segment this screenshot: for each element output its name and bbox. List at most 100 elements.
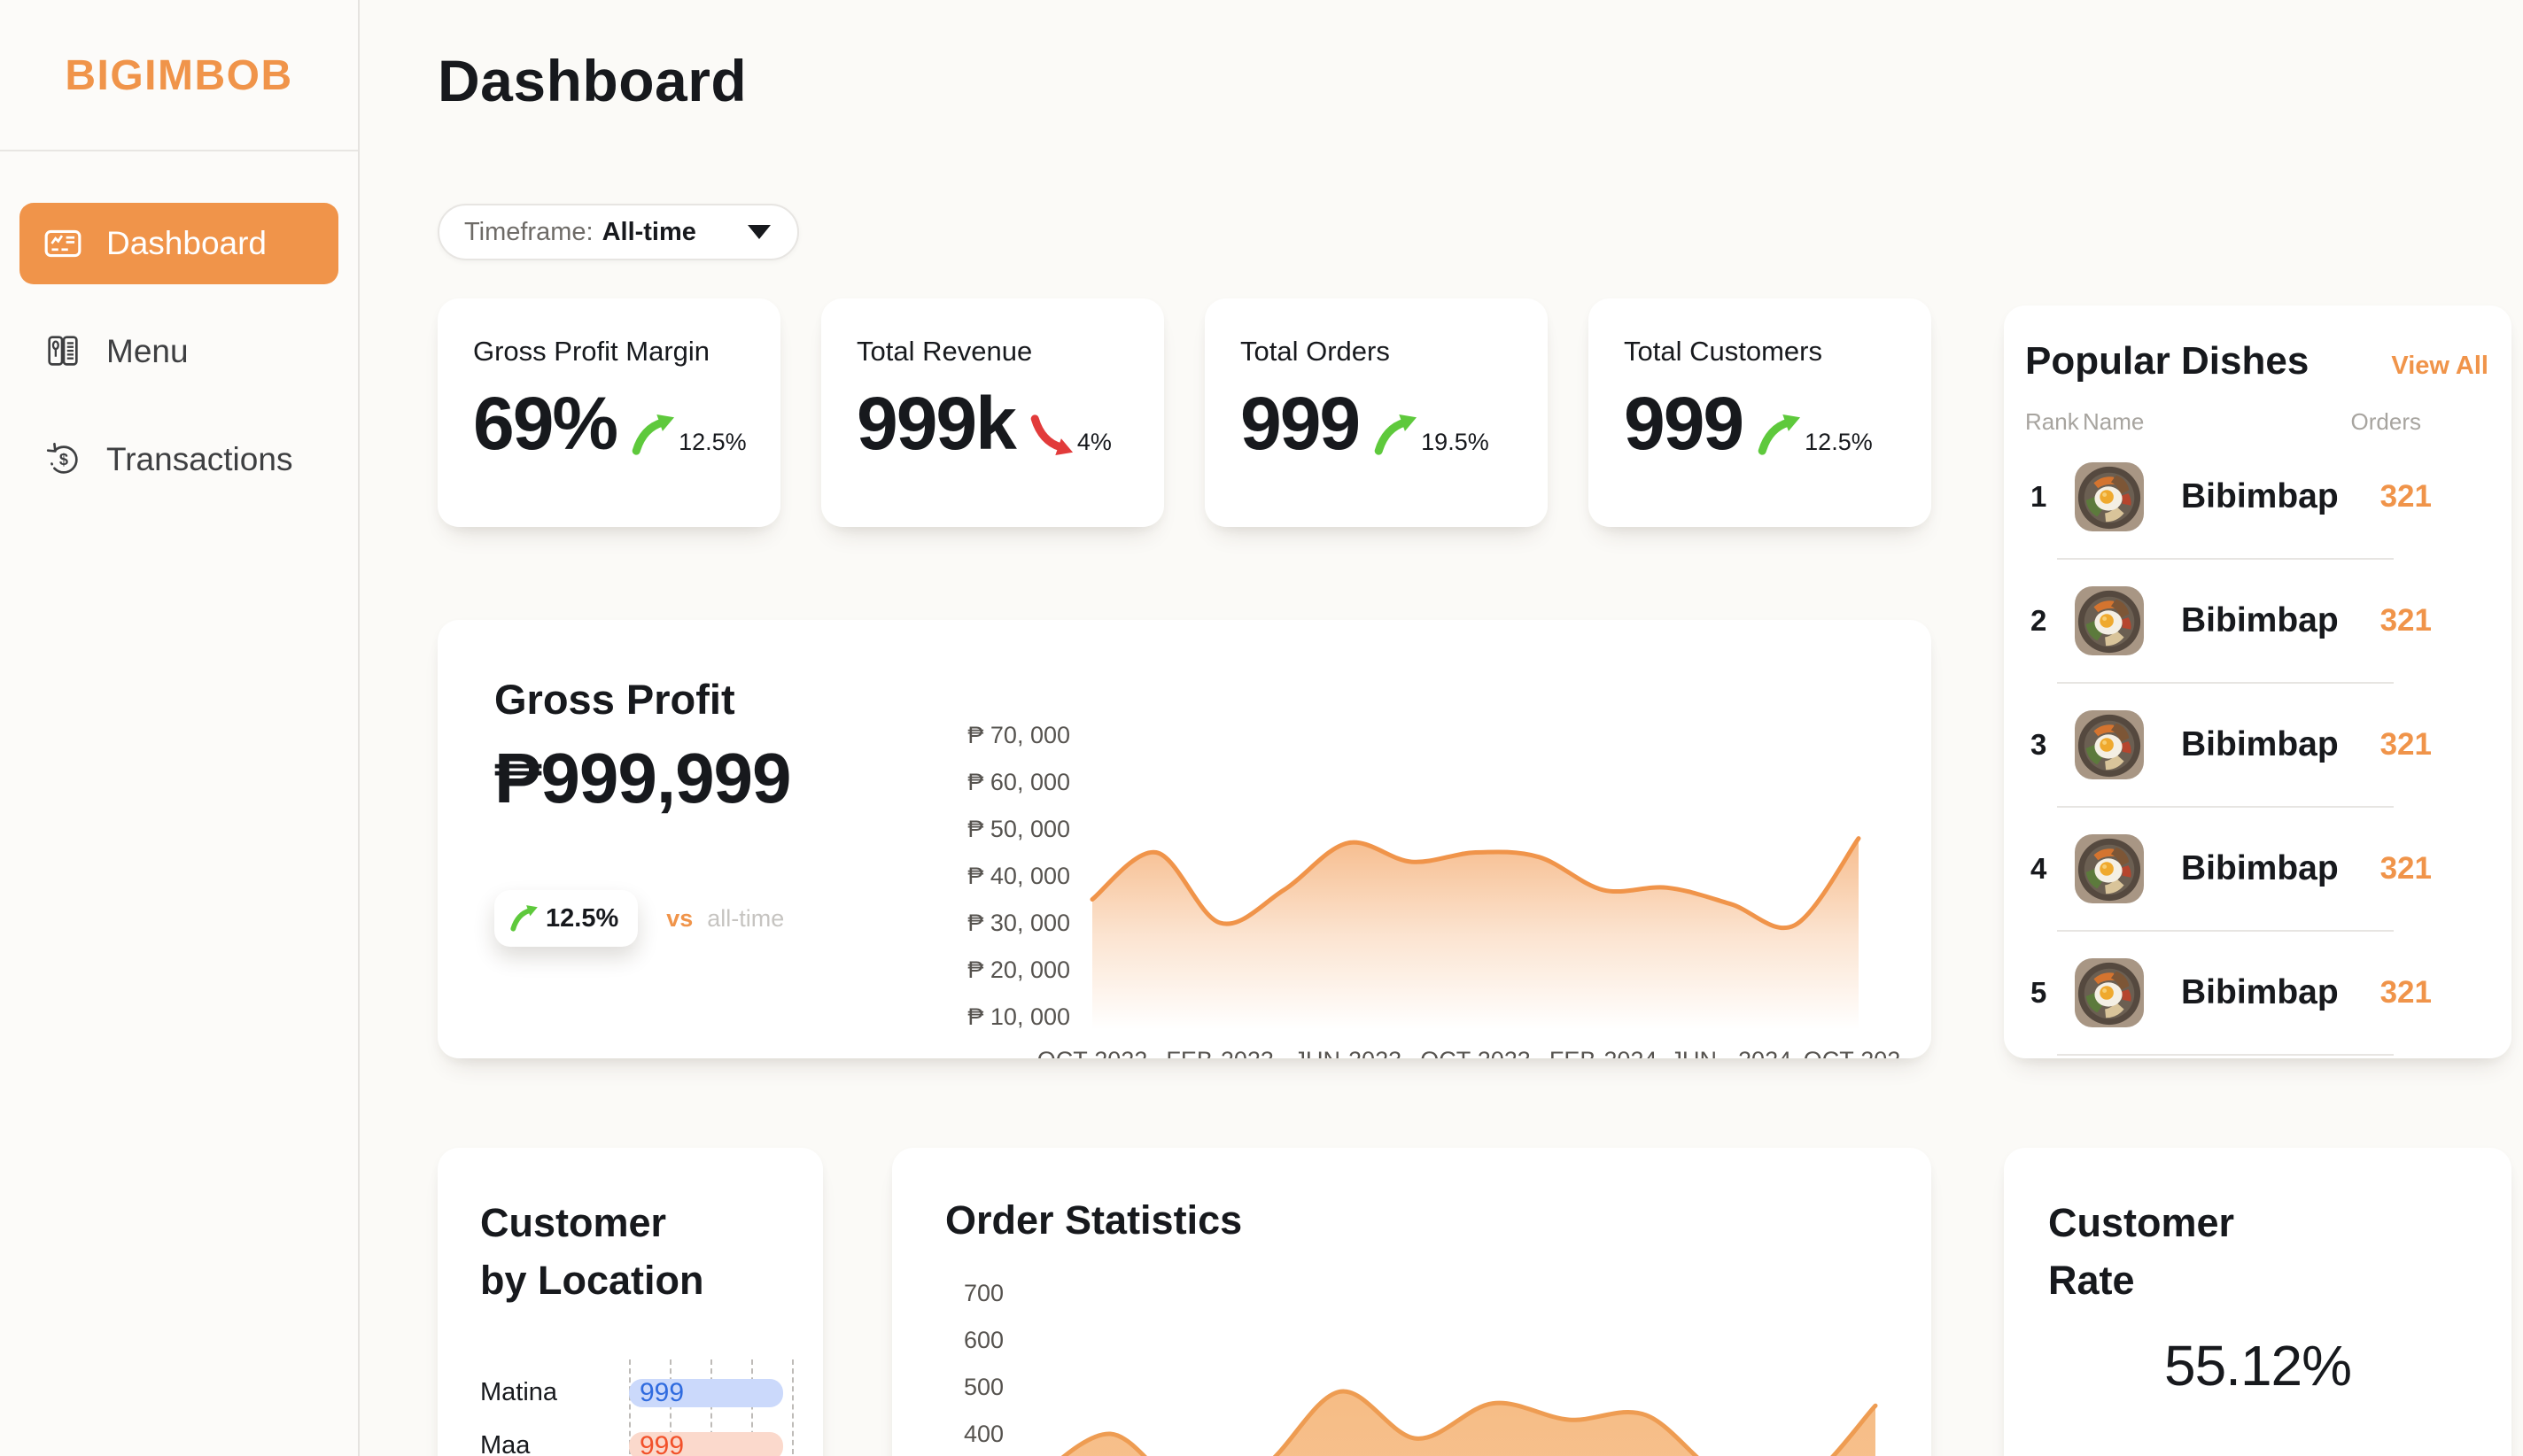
view-all-link[interactable]: View All	[2391, 352, 2488, 380]
column-header-rank: Rank	[2025, 408, 2079, 435]
dish-orders: 321	[2379, 479, 2432, 514]
main-content: Dashboard Timeframe: All-time Gross Prof…	[361, 0, 2523, 1456]
kpi-card-total-customers: Total Customers 999 12.5%	[1588, 298, 1931, 527]
row-divider	[2057, 1054, 2394, 1056]
trend-up-icon	[1755, 410, 1805, 460]
location-bar-value: 999	[640, 1377, 685, 1407]
sidebar: BIGIMBOB Dashboard	[0, 0, 360, 1456]
dish-name: Bibimbap	[2181, 601, 2339, 639]
order-statistics-title: Order Statistics	[945, 1197, 1243, 1243]
vs-label: vs	[666, 904, 694, 932]
svg-text:OCT-2022: OCT-2022	[1037, 1047, 1148, 1058]
gross-profit-title: Gross Profit	[494, 676, 735, 723]
dish-image	[2075, 834, 2144, 903]
sidebar-item-menu[interactable]: Menu	[19, 311, 338, 392]
sidebar-item-transactions[interactable]: $ Transactions	[19, 419, 338, 500]
order-statistics-card: Order Statistics	[892, 1148, 1931, 1456]
kpi-label: Gross Profit Margin	[473, 336, 710, 367]
row-divider	[2057, 558, 2394, 560]
svg-text:₱ 70, 000: ₱ 70, 000	[967, 722, 1070, 748]
location-bar-row: Maa 999	[480, 1420, 792, 1456]
kpi-label: Total Revenue	[857, 336, 1033, 367]
range-label: all-time	[707, 904, 785, 932]
transactions-icon: $	[43, 439, 83, 480]
row-divider	[2057, 806, 2394, 808]
dish-rank: 3	[2030, 728, 2047, 761]
location-label: Maa	[480, 1431, 531, 1456]
popular-dishes-title: Popular Dishes	[2025, 339, 2310, 383]
dish-orders: 321	[2379, 851, 2432, 886]
location-bar: 999	[629, 1431, 783, 1456]
kpi-value: 999	[1624, 382, 1744, 465]
gross-profit-card: Gross Profit ₱999,999 12.5% vs all-time	[438, 620, 1931, 1058]
customer-rate-title: Customer Rate	[2004, 1194, 2511, 1310]
menu-book-icon	[43, 331, 83, 372]
timeframe-label: Timeframe:	[464, 217, 594, 246]
timeframe-dropdown[interactable]: Timeframe: All-time	[438, 204, 799, 260]
kpi-value: 69%	[473, 382, 618, 465]
sidebar-item-dashboard[interactable]: Dashboard	[19, 203, 338, 284]
dish-name: Bibimbap	[2181, 477, 2339, 515]
trend-up-icon	[629, 410, 679, 460]
customer-by-location-card: Customer by Location	[438, 1148, 823, 1456]
row-divider	[2057, 930, 2394, 932]
dish-rank: 4	[2030, 852, 2047, 885]
page-title: Dashboard	[438, 48, 748, 113]
bottom-row: Customer by Location	[438, 1148, 1931, 1456]
customer-by-location-title: Customer by Location	[480, 1194, 823, 1310]
dish-image	[2075, 462, 2144, 531]
dish-row[interactable]: 5 Bibimbap 321	[2025, 932, 2490, 1054]
dish-image	[2075, 958, 2144, 1027]
column-header-name: Name	[2083, 408, 2145, 435]
svg-text:₱ 20, 000: ₱ 20, 000	[967, 956, 1070, 983]
dish-rank: 1	[2030, 480, 2047, 513]
svg-text:₱ 60, 000: ₱ 60, 000	[967, 769, 1070, 795]
title-line: Rate	[2048, 1258, 2135, 1304]
kpi-card-total-revenue: Total Revenue 999k 4%	[821, 298, 1164, 527]
brand-logo: BIGIMBOB	[65, 52, 293, 99]
column-header-orders: Orders	[2350, 408, 2421, 435]
svg-text:₱ 30, 000: ₱ 30, 000	[967, 910, 1070, 936]
svg-text:$: $	[59, 451, 68, 469]
kpi-row: Gross Profit Margin 69% 12.5% Total Reve…	[438, 298, 1931, 527]
dish-rank: 2	[2030, 604, 2047, 637]
dish-image	[2075, 710, 2144, 779]
kpi-delta: 12.5%	[679, 428, 747, 455]
trend-up-icon	[1371, 410, 1421, 460]
svg-text:400: 400	[964, 1421, 1004, 1447]
kpi-card-gross-profit-margin: Gross Profit Margin 69% 12.5%	[438, 298, 780, 527]
dish-name: Bibimbap	[2181, 725, 2339, 763]
dish-row[interactable]: 3 Bibimbap 321	[2025, 684, 2490, 806]
dish-image	[2075, 586, 2144, 655]
svg-text:700: 700	[964, 1280, 1004, 1306]
svg-text:OCT-2023: OCT-2023	[1420, 1047, 1531, 1058]
svg-text:FEB-2024: FEB-2024	[1549, 1047, 1657, 1058]
dish-name: Bibimbap	[2181, 849, 2339, 887]
dish-orders: 321	[2379, 603, 2432, 638]
gross-profit-delta: 12.5%	[546, 903, 619, 933]
title-line: Customer	[480, 1200, 667, 1245]
dish-rank: 5	[2030, 976, 2047, 1009]
kpi-delta: 12.5%	[1805, 428, 1873, 455]
customer-rate-value: 55.12%	[2163, 1333, 2352, 1398]
trend-up-icon	[508, 902, 540, 934]
trend-down-icon	[1028, 410, 1077, 460]
kpi-label: Total Customers	[1624, 336, 1822, 367]
gross-profit-chart: ₱ 70, 000 ₱ 60, 000 ₱ 50, 000 ₱ 40, 000 ₱ 30…	[937, 700, 1914, 1058]
dish-orders: 321	[2379, 727, 2432, 762]
sidebar-item-label: Dashboard	[106, 225, 268, 261]
dish-name: Bibimbap	[2181, 973, 2339, 1011]
dish-row[interactable]: 2 Bibimbap 321	[2025, 560, 2490, 682]
dish-row[interactable]: 1 Bibimbap 321	[2025, 436, 2490, 558]
gross-profit-delta-badge: 12.5%	[494, 890, 639, 947]
dish-row[interactable]: 4 Bibimbap 321	[2025, 808, 2490, 930]
svg-text:JUN-2023: JUN-2023	[1294, 1047, 1402, 1058]
svg-text:600: 600	[964, 1327, 1004, 1353]
svg-text:₱ 40, 000: ₱ 40, 000	[967, 863, 1070, 889]
customer-rate-chart	[2004, 1411, 2511, 1456]
chevron-down-icon	[747, 225, 771, 239]
kpi-delta: 19.5%	[1421, 428, 1489, 455]
sidebar-nav: Dashboard Menu	[0, 151, 358, 500]
svg-text:JUN - 2024: JUN - 2024	[1671, 1047, 1792, 1058]
gross-profit-amount: ₱999,999	[494, 739, 792, 817]
